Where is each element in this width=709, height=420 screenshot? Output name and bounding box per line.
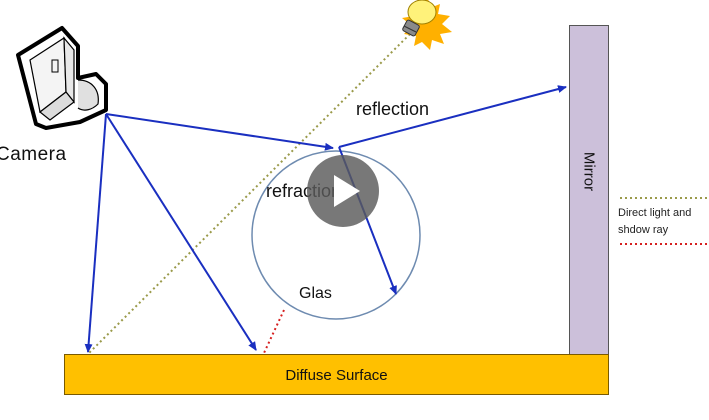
shadow-ray [263,309,285,354]
camera-ray-3 [105,113,334,151]
camera-ray-2 [105,113,257,351]
diffuse-surface-label: Diffuse Surface [285,367,388,384]
legend-line-1: Direct light and [618,207,692,219]
glass-sphere [251,150,421,320]
camera-icon [16,26,108,130]
camera-ray-1 [84,113,107,353]
legend-line-2: shdow ray [618,224,669,236]
glass-label: Glas [299,285,332,302]
mirror-wall: Mirror [569,25,609,355]
legend: Direct light and shdow ray [618,205,691,239]
reflection-label: reflection [356,99,430,119]
play-button[interactable] [307,155,379,227]
light-bulb-icon [402,0,452,50]
reflection-ray [338,85,567,148]
mirror-label: Mirror [580,151,598,192]
camera-label: Camera [0,144,67,165]
diffuse-surface: Diffuse Surface [64,354,609,395]
play-icon [334,175,360,207]
direct-light-ray [87,33,411,355]
